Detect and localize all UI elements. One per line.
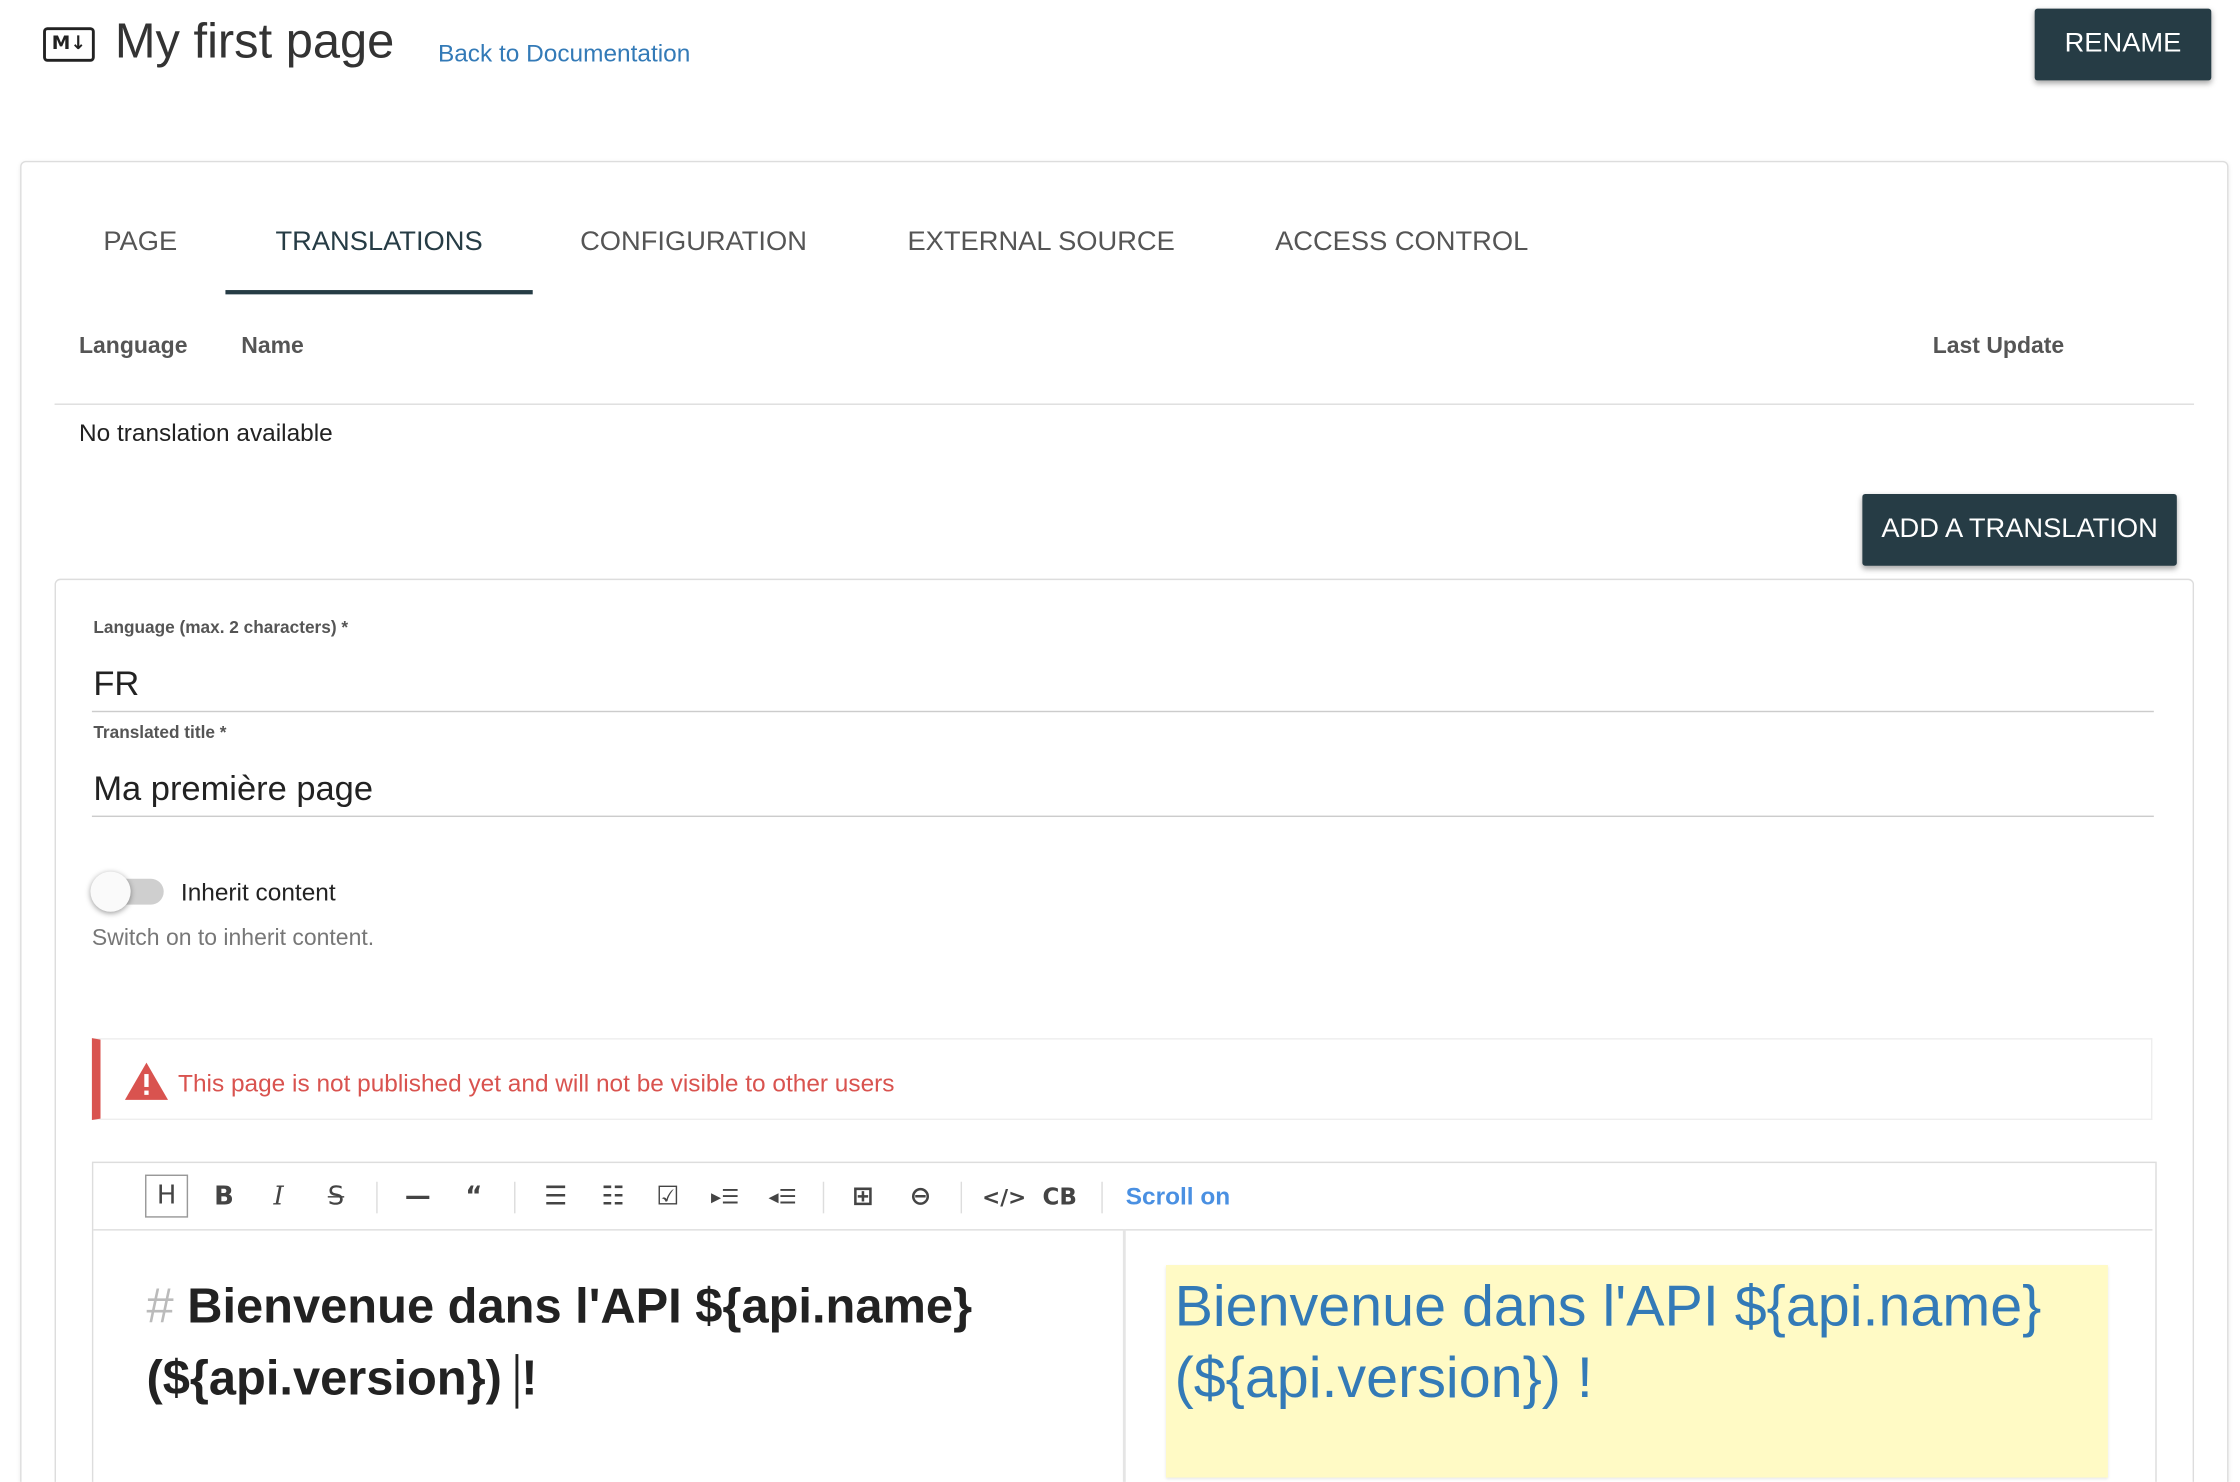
toolbar-separator	[822, 1181, 825, 1214]
scroll-sync-toggle[interactable]: Scroll on	[1125, 1183, 1231, 1211]
link-icon[interactable]: ⊖	[909, 1181, 932, 1212]
markdown-icon: M↓	[43, 27, 95, 62]
tab-translations[interactable]: TRANSLATIONS	[225, 227, 533, 295]
tab-external-source[interactable]: EXTERNAL SOURCE	[907, 226, 1175, 258]
outdent-icon[interactable]: ◂☰	[768, 1186, 797, 1210]
code-icon[interactable]: </>	[982, 1184, 1027, 1211]
page-title: My first page	[114, 14, 395, 69]
tab-page[interactable]: PAGE	[103, 226, 178, 258]
source-tail: !	[521, 1351, 538, 1406]
editor-source[interactable]: # Bienvenue dans l'API ${api.name} (${api…	[146, 1271, 1065, 1415]
source-line-2: (${api.version})	[146, 1351, 502, 1406]
text-cursor	[515, 1354, 519, 1409]
inherit-label: Inherit content	[180, 878, 336, 907]
toolbar-separator	[960, 1181, 963, 1214]
inherit-toggle-knob[interactable]	[90, 871, 131, 912]
toolbar-separator	[1101, 1181, 1103, 1214]
column-header-language[interactable]: Language	[78, 334, 188, 359]
quote-icon[interactable]: “	[465, 1181, 483, 1212]
italic-icon[interactable]: I	[273, 1181, 284, 1212]
task-list-icon[interactable]: ☑	[656, 1181, 680, 1212]
title-input[interactable]: Ma première page	[93, 769, 373, 809]
alert-text: This page is not published yet and will …	[178, 1069, 895, 1098]
preview-heading: Bienvenue dans l'API ${api.name} (${api.…	[1174, 1275, 2042, 1411]
translation-form	[54, 578, 2195, 1482]
warning-icon	[124, 1062, 169, 1100]
add-translation-button[interactable]: ADD A TRANSLATION	[1862, 493, 2177, 566]
back-to-documentation-link[interactable]: Back to Documentation	[437, 40, 691, 68]
preview-highlight	[1165, 1265, 2108, 1478]
bold-icon[interactable]: B	[214, 1181, 234, 1212]
language-underline	[91, 710, 2154, 713]
title-label: Translated title *	[93, 722, 227, 743]
bullet-list-icon[interactable]: ☰	[544, 1181, 568, 1212]
horizontal-rule-icon[interactable]: —	[404, 1181, 431, 1212]
tab-access-control[interactable]: ACCESS CONTROL	[1275, 226, 1529, 258]
toolbar-separator	[376, 1181, 378, 1214]
column-header-last-update[interactable]: Last Update	[1932, 334, 2065, 359]
ordered-list-icon[interactable]: ☷	[601, 1181, 625, 1212]
heading-icon[interactable]: H	[145, 1174, 189, 1218]
source-line-1: Bienvenue dans l'API ${api.name}	[187, 1279, 973, 1334]
editor-splitter[interactable]	[1122, 1229, 1126, 1482]
title-underline	[91, 815, 2154, 818]
table-icon[interactable]: ⊞	[852, 1181, 874, 1212]
empty-state-text: No translation available	[78, 419, 333, 447]
language-input[interactable]: FR	[93, 664, 140, 704]
code-block-icon[interactable]: CB	[1042, 1183, 1077, 1211]
tab-configuration[interactable]: CONFIGURATION	[580, 226, 807, 258]
divider	[54, 403, 2195, 405]
toolbar-separator	[514, 1181, 516, 1214]
column-header-name[interactable]: Name	[241, 334, 304, 359]
unpublished-alert	[91, 1038, 2153, 1121]
inherit-help: Switch on to inherit content.	[91, 926, 375, 951]
indent-icon[interactable]: ▸☰	[711, 1186, 740, 1210]
page-card	[20, 160, 2229, 1482]
strikethrough-icon[interactable]: S	[327, 1181, 345, 1212]
language-label: Language (max. 2 characters) *	[93, 617, 349, 638]
heading-marker: #	[146, 1279, 174, 1334]
markdown-editor	[91, 1161, 2157, 1482]
rename-button[interactable]: RENAME	[2034, 8, 2212, 81]
